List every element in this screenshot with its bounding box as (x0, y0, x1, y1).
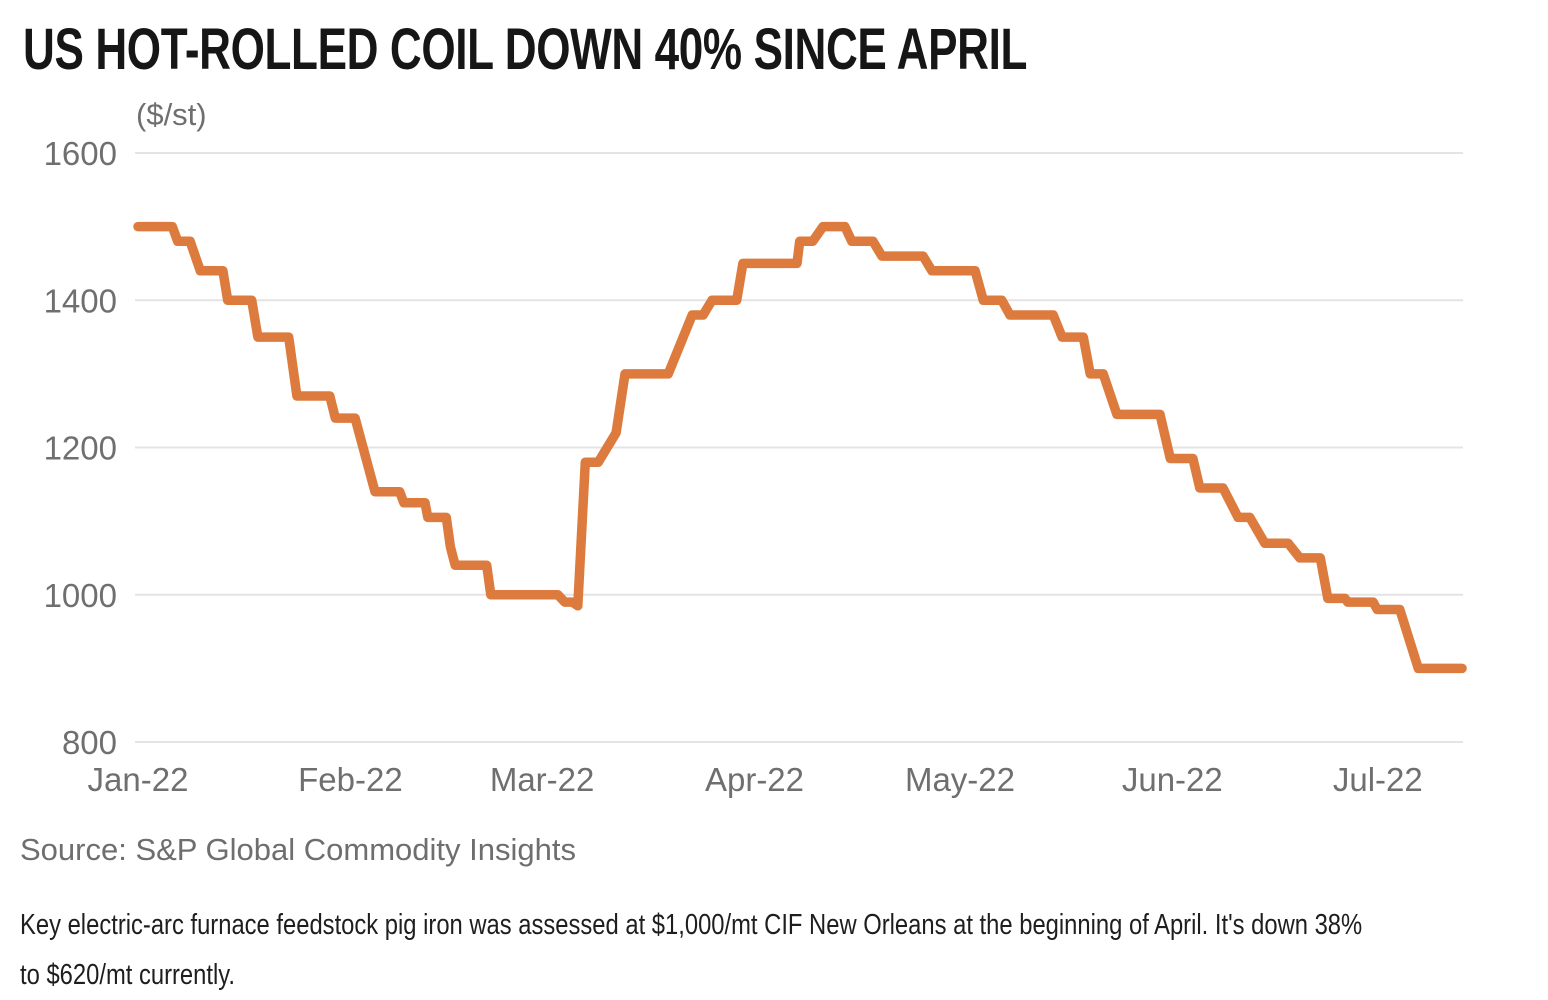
x-tick-label: Feb-22 (298, 761, 403, 798)
y-tick-label: 1000 (44, 577, 117, 614)
x-tick-label: Jun-22 (1122, 761, 1223, 798)
footnote-line-1: Key electric-arc furnace feedstock pig i… (20, 909, 1363, 941)
footnote-line-2: to $620/mt currently. (20, 959, 236, 991)
price-line (133, 221, 1467, 674)
y-tick-label: 1200 (44, 430, 117, 467)
chart-title: US HOT-ROLLED COIL DOWN 40% SINCE APRIL (23, 17, 1027, 82)
y-tick-label: 800 (62, 724, 117, 761)
x-tick-label: Apr-22 (705, 761, 804, 798)
footnote: Key electric-arc furnace feedstock pig i… (20, 900, 1548, 1000)
x-tick-label: Jul-22 (1333, 761, 1423, 798)
source-caption: Source: S&P Global Commodity Insights (20, 832, 576, 867)
y-tick-label: 1400 (44, 282, 117, 319)
y-tick-label: 1600 (44, 135, 117, 172)
y-axis-unit-label: ($/st) (136, 97, 207, 132)
x-tick-label: May-22 (905, 761, 1015, 798)
x-tick-label: Jan-22 (88, 761, 189, 798)
x-tick-label: Mar-22 (490, 761, 595, 798)
